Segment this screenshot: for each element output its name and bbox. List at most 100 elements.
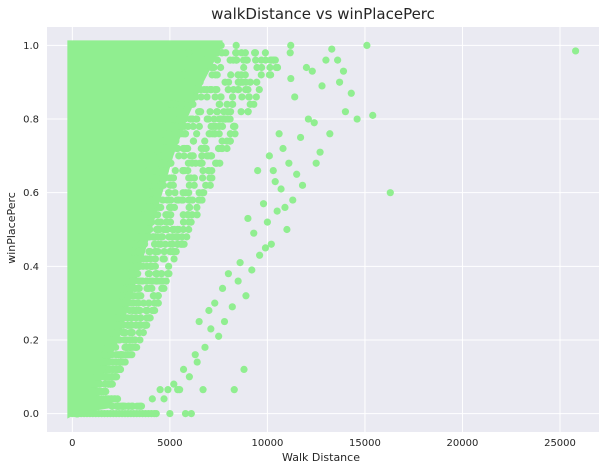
band-point [151,241,158,248]
data-point [244,215,251,222]
band-point [133,403,140,410]
band-point [184,123,191,130]
band-point [104,373,111,380]
band-point [258,64,265,71]
y-axis-label: winPlacePerc [5,192,18,264]
data-point [299,182,306,189]
band-point [262,49,269,56]
band-point [171,189,178,196]
band-point [181,115,188,122]
band-point [230,123,237,130]
band-point [171,130,178,137]
band-point [141,322,148,329]
x-tick-label: 15000 [349,438,381,449]
band-point [172,233,179,240]
band-point [178,108,185,115]
band-point [227,71,234,78]
data-point [387,189,394,196]
band-point [194,86,201,93]
band-point [160,285,167,292]
data-point [283,226,290,233]
band-point [118,285,125,292]
band-point [157,204,164,211]
band-point [196,123,203,130]
band-point [94,373,101,380]
band-point [216,160,223,167]
band-point [203,86,210,93]
band-point [97,395,104,402]
band-point [180,219,187,226]
band-point [122,358,129,365]
band-point [135,285,142,292]
data-point [328,45,335,52]
band-point [199,167,206,174]
band-point [238,108,245,115]
band-point [200,49,207,56]
band-point [210,64,217,71]
band-point [148,219,155,226]
band-point [154,219,161,226]
band-point [169,123,176,130]
band-point [163,226,170,233]
data-point [270,167,277,174]
band-point [170,174,177,181]
band-point [167,196,174,203]
band-point [185,49,192,56]
band-point [195,108,202,115]
band-point [167,160,174,167]
x-tick-label: 25000 [544,438,576,449]
band-point [242,86,249,93]
band-point [108,336,115,343]
data-point [279,145,286,152]
band-point [251,49,258,56]
data-point [201,344,208,351]
band-point [150,152,157,159]
band-point [226,138,233,145]
data-point [297,134,304,141]
band-point [129,277,136,284]
band-point [166,138,173,145]
band-point [146,314,153,321]
band-point [140,329,147,336]
band-point [132,263,139,270]
data-point [250,230,257,237]
band-point [128,329,135,336]
band-point [125,300,132,307]
band-point [154,233,161,240]
data-point [326,130,333,137]
band-point [124,263,131,270]
band-point [193,211,200,218]
band-point [162,123,169,130]
band-point [170,182,177,189]
data-point [276,130,283,137]
chart-title: walkDistance vs winPlacePerc [211,5,435,23]
x-tick-label: 20000 [447,438,479,449]
band-point [144,226,151,233]
band-point [104,381,111,388]
band-point [121,314,128,321]
data-point [264,219,271,226]
band-point [182,57,189,64]
data-point [369,112,376,119]
band-point [117,366,124,373]
x-tick-label: 0 [69,438,75,449]
band-point [237,79,244,86]
band-point [143,277,150,284]
band-point [170,115,177,122]
data-point [348,90,355,97]
data-point [229,303,236,310]
band-point [159,196,166,203]
band-point [108,351,115,358]
x-axis-label: Walk Distance [282,451,360,464]
band-point [211,130,218,137]
band-point [216,101,223,108]
band-point [122,336,129,343]
band-point [232,57,239,64]
data-point [281,204,288,211]
band-point [109,322,116,329]
data-point [219,285,226,292]
band-point [125,292,132,299]
band-point [247,101,254,108]
band-point [217,64,224,71]
